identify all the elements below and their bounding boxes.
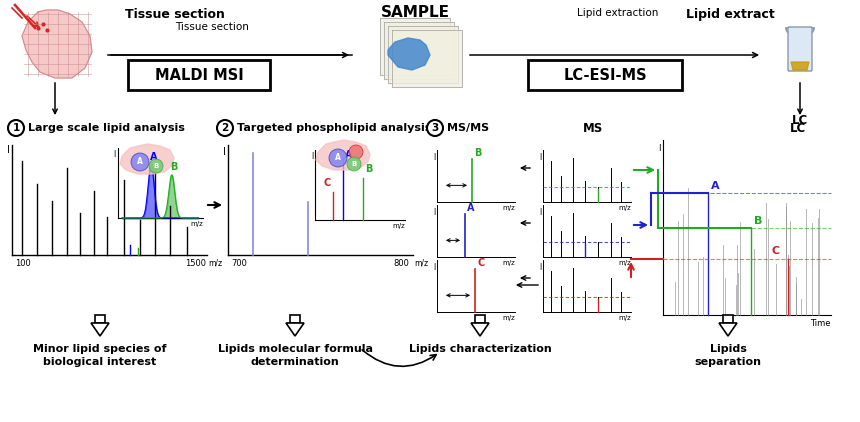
Text: A: A [137, 157, 143, 167]
Text: LC: LC [792, 114, 808, 127]
Text: SAMPLE: SAMPLE [380, 5, 450, 20]
Text: 100: 100 [15, 259, 31, 268]
Text: 1: 1 [12, 123, 20, 133]
Polygon shape [120, 144, 174, 174]
Text: A: A [150, 152, 157, 162]
Text: I: I [223, 147, 226, 157]
Text: I: I [433, 153, 435, 162]
Text: LC: LC [789, 122, 806, 135]
Text: m/z: m/z [414, 259, 428, 268]
Circle shape [8, 120, 24, 136]
Text: A: A [345, 150, 353, 160]
Text: m/z: m/z [190, 221, 203, 227]
Text: m/z: m/z [502, 205, 515, 211]
Text: 3: 3 [432, 123, 439, 133]
Text: I: I [538, 208, 541, 217]
Text: Lipids
separation: Lipids separation [695, 344, 761, 367]
Polygon shape [286, 323, 304, 336]
Text: m/z: m/z [502, 315, 515, 321]
Text: I: I [538, 263, 541, 272]
Text: A: A [335, 154, 341, 162]
Polygon shape [380, 18, 450, 75]
Polygon shape [384, 22, 454, 79]
Text: MS/MS: MS/MS [447, 123, 489, 133]
Bar [723, 315, 733, 323]
Text: B: B [474, 148, 482, 158]
Circle shape [217, 120, 233, 136]
Polygon shape [316, 140, 370, 170]
Circle shape [329, 149, 347, 167]
Text: I: I [310, 152, 313, 161]
Text: B: B [170, 162, 177, 172]
Circle shape [427, 120, 443, 136]
Text: C: C [771, 246, 779, 256]
Text: Time: Time [810, 319, 831, 328]
Text: B: B [754, 216, 762, 226]
Text: LC-ESI-MS: LC-ESI-MS [563, 68, 647, 82]
Text: 1500: 1500 [185, 259, 206, 268]
Text: m/z: m/z [618, 205, 631, 211]
Text: I: I [114, 150, 116, 159]
Text: C: C [323, 178, 330, 188]
Text: Tissue section: Tissue section [125, 8, 225, 21]
Text: I: I [7, 145, 10, 155]
Text: A: A [467, 203, 475, 213]
Text: MALDI MSI: MALDI MSI [155, 68, 243, 82]
Polygon shape [719, 323, 737, 336]
Circle shape [149, 159, 163, 173]
Polygon shape [22, 10, 92, 78]
Text: m/z: m/z [392, 223, 405, 229]
FancyBboxPatch shape [128, 60, 270, 90]
Text: Targeted phospholipid analysis: Targeted phospholipid analysis [237, 123, 432, 133]
Polygon shape [392, 30, 462, 87]
Text: Large scale lipid analysis: Large scale lipid analysis [28, 123, 185, 133]
Bar [95, 315, 105, 323]
Text: m/z: m/z [618, 260, 631, 266]
Text: Lipid extract: Lipid extract [685, 8, 774, 21]
Text: m/z: m/z [208, 259, 222, 268]
FancyBboxPatch shape [788, 27, 812, 71]
Text: m/z: m/z [502, 260, 515, 266]
Text: B: B [352, 161, 357, 167]
Text: I: I [659, 144, 661, 153]
Polygon shape [91, 323, 109, 336]
Text: m/z: m/z [618, 315, 631, 321]
Polygon shape [388, 26, 458, 83]
Text: Lipids molecular formula
determination: Lipids molecular formula determination [218, 344, 372, 367]
Bar [290, 315, 300, 323]
Polygon shape [791, 62, 809, 70]
Text: I: I [433, 208, 435, 217]
Polygon shape [471, 323, 489, 336]
Circle shape [349, 145, 363, 159]
Text: 2: 2 [221, 123, 229, 133]
Text: B: B [365, 164, 372, 174]
Circle shape [131, 153, 149, 171]
Text: 800: 800 [393, 259, 408, 268]
Polygon shape [388, 38, 430, 70]
Bar [475, 315, 485, 323]
FancyBboxPatch shape [528, 60, 682, 90]
Text: I: I [433, 263, 435, 272]
Text: Lipid extraction: Lipid extraction [577, 8, 659, 18]
Circle shape [347, 157, 361, 171]
Text: 700: 700 [231, 259, 247, 268]
Text: B: B [153, 163, 158, 169]
Text: Tissue section: Tissue section [175, 22, 249, 32]
Text: MS: MS [583, 122, 603, 135]
Text: A: A [711, 181, 720, 191]
Text: I: I [538, 153, 541, 162]
Text: C: C [477, 258, 484, 268]
Text: Minor lipid species of
biological interest: Minor lipid species of biological intere… [34, 344, 167, 367]
Text: Lipids characterization: Lipids characterization [408, 344, 551, 354]
